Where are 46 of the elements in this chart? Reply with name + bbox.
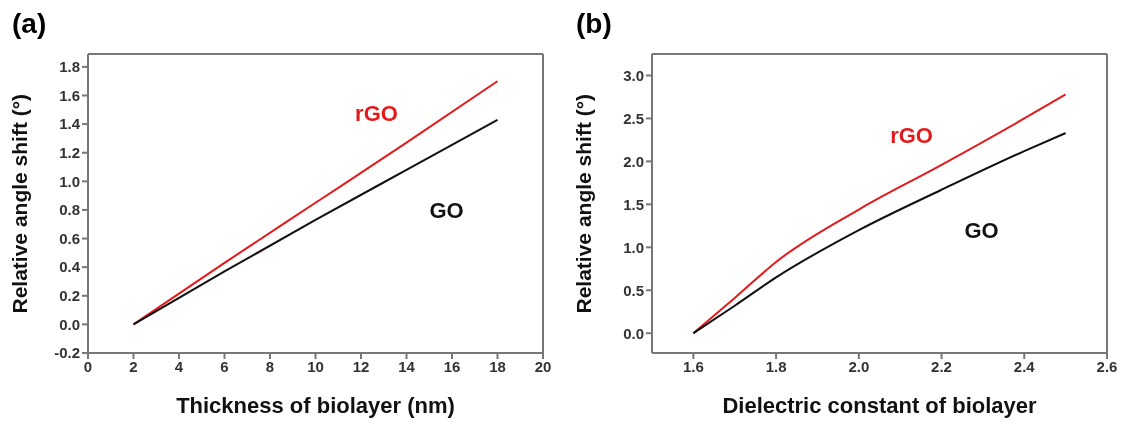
y-tick-label: 3.0: [623, 66, 644, 84]
x-tick-label: 10: [307, 357, 324, 375]
y-tick-label: 0.2: [59, 287, 80, 305]
y-tick-label: 1.8: [59, 58, 80, 76]
y-axis-title: Relative angle shift (°): [572, 93, 596, 314]
series-label: GO: [429, 197, 464, 223]
y-tick-label: 1.4: [59, 115, 81, 133]
x-axis-title: Thickness of biolayer (nm): [176, 393, 455, 418]
y-tick-label: 0.8: [59, 201, 80, 219]
y-tick-label: -0.2: [54, 344, 80, 362]
y-tick-label: 0.0: [623, 324, 644, 342]
series-label: GO: [964, 217, 999, 243]
y-tick-label: 0.0: [59, 315, 80, 333]
x-tick-label: 1.8: [765, 357, 787, 375]
y-tick-label: 1.2: [59, 144, 80, 162]
x-tick-label: 8: [265, 357, 275, 375]
y-tick-label: 2.5: [623, 109, 644, 127]
x-tick-label: 2.2: [931, 357, 952, 375]
x-tick-label: 2.6: [1096, 357, 1118, 375]
x-tick-label: 1.6: [682, 357, 704, 375]
chart-title: (a): [12, 8, 47, 40]
x-axis-title: Dielectric constant of biolayer: [722, 393, 1038, 418]
x-tick-label: 0: [83, 357, 93, 375]
y-tick-label: 2.0: [623, 152, 644, 170]
x-tick-label: 16: [443, 357, 461, 375]
y-tick-label: 1.6: [59, 86, 80, 104]
y-tick-label: 0.6: [59, 229, 80, 247]
x-tick-label: 18: [489, 357, 506, 375]
x-tick-label: 4: [174, 357, 184, 375]
series-label: rGO: [355, 100, 398, 126]
y-tick-label: 1.5: [623, 195, 644, 213]
y-tick-label: 0.5: [623, 281, 644, 299]
chart-title: (b): [576, 8, 612, 40]
y-tick-label: 0.4: [59, 258, 81, 276]
y-axis-title: Relative angle shift (°): [8, 93, 32, 314]
x-tick-label: 2.4: [1013, 357, 1036, 375]
x-tick-label: 6: [220, 357, 229, 375]
x-tick-label: 12: [352, 357, 370, 375]
x-tick-label: 20: [534, 357, 552, 375]
y-tick-label: 1.0: [623, 238, 644, 256]
y-tick-label: 1.0: [59, 172, 80, 190]
x-tick-label: 14: [398, 357, 416, 375]
line-series: [132, 80, 499, 326]
series-label: rGO: [890, 122, 933, 148]
x-tick-label: 2.0: [848, 357, 870, 375]
x-tick-label: 2: [129, 357, 138, 375]
